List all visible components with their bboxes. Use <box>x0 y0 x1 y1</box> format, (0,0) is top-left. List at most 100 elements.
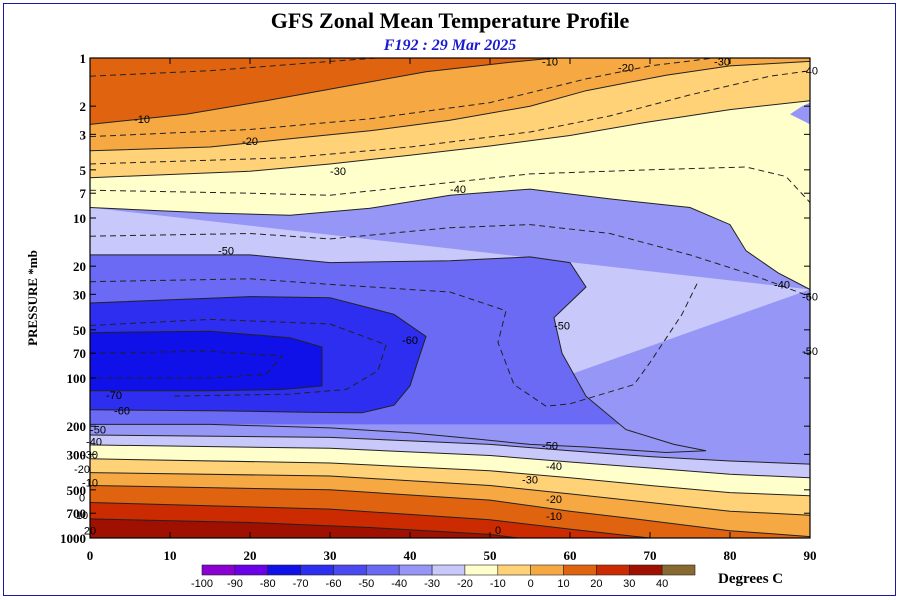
isotherm-dashed-1 <box>90 58 715 138</box>
isotherm-lower-5 <box>90 502 663 538</box>
isotherm-dashed-3 <box>90 166 810 203</box>
contour-label: -50 <box>542 441 558 453</box>
colorbar-tick-label: -80 <box>260 578 276 590</box>
colorbar-tick-label: 20 <box>590 578 602 590</box>
y-tick-label: 500 <box>67 483 87 498</box>
colorbar-tick-label: -100 <box>191 578 213 590</box>
colorbar-swatch <box>267 564 301 576</box>
contour-label: 0 <box>79 493 85 505</box>
contour-label: -10 <box>546 511 562 523</box>
y-tick-label: 1000 <box>60 531 86 546</box>
band-below-m70 <box>90 331 322 391</box>
colorbar-tick-label: -20 <box>457 578 473 590</box>
isotherm-lower-1 <box>90 444 810 479</box>
colorbar-units: Degrees C <box>718 571 784 587</box>
colorbar-swatch <box>661 564 696 576</box>
x-tick-label: 10 <box>164 548 177 563</box>
y-tick-label: 30 <box>73 287 86 302</box>
colorbar-swatch <box>398 564 433 576</box>
contour-label: -20 <box>74 464 90 476</box>
x-tick-label: 60 <box>564 548 577 563</box>
x-tick-label: 30 <box>324 548 337 563</box>
isotherm-dashed-2 <box>90 70 810 165</box>
contour-label: -10 <box>542 56 558 68</box>
contour-label: -60 <box>114 406 130 418</box>
y-tick-label: 70 <box>73 346 86 361</box>
isotherm-lower-3 <box>90 472 810 516</box>
contour-label: -40 <box>774 279 790 291</box>
band-lower-7 <box>90 518 519 538</box>
contour-label: -60 <box>402 335 418 347</box>
isotherm-lower-4 <box>90 485 810 538</box>
colorbar-tick-label: -70 <box>293 578 309 590</box>
x-axis: 0 10 20 30 40 50 60 70 80 90 <box>87 58 817 563</box>
colorbar-swatch <box>563 564 597 576</box>
contour-lines <box>90 58 810 538</box>
band-lower-6 <box>90 502 650 538</box>
colorbar-tick-label: -60 <box>326 578 342 590</box>
y-tick-label: 200 <box>67 419 87 434</box>
colorbar-tick-label: 0 <box>528 578 534 590</box>
band-lower-5 <box>90 485 810 538</box>
x-tick-label: 80 <box>724 548 737 563</box>
isotherm-dashed-5 <box>90 278 699 407</box>
chart-subtitle: F192 : 29 Mar 2025 <box>383 37 517 54</box>
colorbar-swatch <box>431 564 466 576</box>
isotherm-dashed-6 <box>90 318 387 397</box>
x-tick-label: 90 <box>804 548 817 563</box>
colorbar-tick-label: -30 <box>424 578 440 590</box>
colorbar-swatch <box>365 564 400 576</box>
contour-label: -20 <box>618 63 634 75</box>
contour-label: -10 <box>134 114 150 126</box>
colorbar-swatch <box>497 564 531 576</box>
isotherm-upper-5 <box>90 296 427 414</box>
y-tick-label: 300 <box>67 447 87 462</box>
isotherm-upper-4 <box>90 254 707 454</box>
contour-label: -20 <box>546 494 562 506</box>
contour-label: -40 <box>546 461 562 473</box>
y-tick-label: 20 <box>73 259 86 274</box>
contour-label: 0 <box>495 525 501 537</box>
y-tick-label: 7 <box>80 186 87 201</box>
x-tick-label: 20 <box>244 548 257 563</box>
y-tick-label: 1 <box>80 51 87 66</box>
colorbar-tick-label: -40 <box>391 578 407 590</box>
contour-label: -50 <box>218 246 234 258</box>
x-tick-label: 70 <box>644 548 657 563</box>
colorbar-swatch <box>464 564 499 576</box>
band-small-cell <box>790 102 810 125</box>
isotherm-upper-2 <box>90 100 810 179</box>
band-m20-m10 <box>90 61 810 178</box>
isotherm-dashed-0 <box>90 58 384 77</box>
contour-label: 10 <box>76 510 88 522</box>
isotherm-dashed-7 <box>90 350 284 379</box>
colorbar-swatch <box>333 564 367 576</box>
colorbar: -100 -90 -80 -70 -60 -50 -40 -30 -20 -10 0 10 20 30 40 <box>191 564 696 590</box>
isotherm-upper-1 <box>90 60 810 152</box>
isotherm-lower-2 <box>90 458 810 497</box>
contour-label: -40 <box>86 437 102 449</box>
colorbar-swatch <box>300 564 334 576</box>
contour-label: -40 <box>450 184 466 196</box>
colorbar-tick-label: -90 <box>227 578 243 590</box>
contour-label: -20 <box>242 136 258 148</box>
x-tick-label: 40 <box>404 548 417 563</box>
contour-label: -30 <box>330 166 346 178</box>
isotherm-lower-0 <box>90 434 810 465</box>
isotherm-lower-6 <box>90 518 523 538</box>
colorbar-tick-label: -10 <box>490 578 506 590</box>
x-tick-label: 0 <box>87 548 94 563</box>
y-tick-label: 3 <box>80 127 87 142</box>
contour-label: -50 <box>90 425 106 437</box>
x-tick-label: 50 <box>484 548 497 563</box>
colorbar-tick-label: 30 <box>623 578 635 590</box>
band-lower-1 <box>90 435 810 478</box>
colorbar-swatch <box>234 564 269 576</box>
y-tick-label: 100 <box>67 371 87 386</box>
colorbar-swatch <box>628 564 663 576</box>
colorbar-tick-label: 40 <box>656 578 668 590</box>
band-lower-0 <box>90 424 810 465</box>
contour-label: -30 <box>522 474 538 486</box>
plot-frame <box>3 3 896 596</box>
